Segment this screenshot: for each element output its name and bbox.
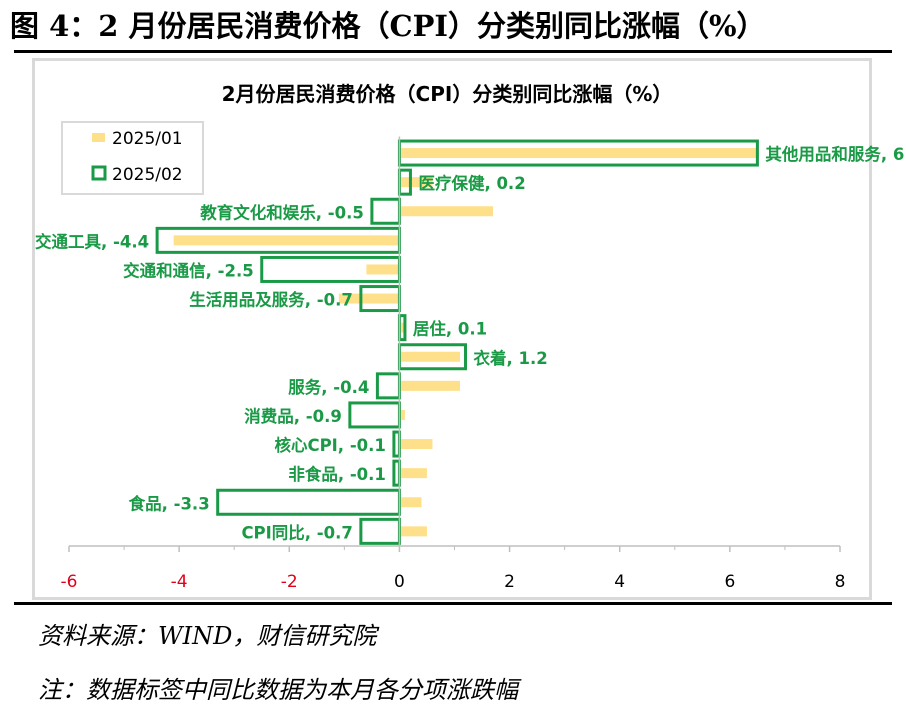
- bar-2025-01-cat-13: [399, 526, 427, 537]
- bar-2025-01-cat-5: [338, 293, 400, 304]
- bar-2025-02-cat-12: [216, 488, 401, 516]
- bar-2025-02-cat-2: [370, 197, 401, 225]
- data-label-cat-1: 医疗保健, 0.2: [418, 173, 525, 193]
- bar-2025-02-cat-11: [392, 459, 401, 487]
- data-label-cat-5: 生活用品及服务, -0.7: [189, 290, 353, 310]
- x-tick-label: -2: [281, 572, 298, 592]
- data-label-cat-2: 教育文化和娱乐, -0.5: [199, 202, 364, 222]
- x-tick-label: 2: [504, 572, 515, 592]
- data-label-cat-10: 核心CPI, -0.1: [274, 435, 385, 455]
- x-tick-label: 0: [394, 572, 405, 592]
- source-note: 资料来源：WIND，财信研究院: [38, 622, 377, 650]
- data-label-cat-7: 衣着, 1.2: [474, 348, 548, 368]
- legend-swatch-2025-02: [91, 165, 107, 181]
- data-label-cat-8: 服务, -0.4: [288, 377, 369, 397]
- bar-2025-02-cat-10: [392, 430, 401, 458]
- x-tick-label: 8: [835, 572, 846, 592]
- x-tick-label: -6: [61, 572, 78, 592]
- x-tick-label: 4: [614, 572, 625, 592]
- x-tick-label: -4: [171, 572, 188, 592]
- series-2025-02: [155, 139, 759, 545]
- bar-2025-01-cat-6: [399, 322, 405, 333]
- bar-2025-01-cat-7: [399, 351, 461, 362]
- bar-2025-01-cat-11: [399, 468, 427, 479]
- chart-frame: [32, 58, 872, 600]
- legend-swatch-2025-01: [92, 133, 105, 142]
- x-axis: -6 -4 -2 0 2 4 6 8: [61, 136, 846, 592]
- data-labels: 其他用品和服务, 6.5 医疗保健, 0.2 教育文化和娱乐, -0.5 交通工具, …: [35, 144, 906, 542]
- data-label-cat-4: 交通和通信, -2.5: [123, 260, 254, 280]
- x-tick-label: 6: [724, 572, 735, 592]
- bar-2025-01-cat-4: [366, 264, 400, 275]
- bar-2025-02-cat-13: [359, 517, 401, 545]
- top-rule: [14, 50, 892, 53]
- bar-2025-02-cat-9: [348, 401, 401, 429]
- bar-2025-01-cat-8: [399, 380, 461, 391]
- figure-title: 图 4：2 月份居民消费价格（CPI）分类别同比涨幅（%）: [10, 9, 766, 43]
- series-2025-01: [173, 148, 758, 537]
- data-label-cat-13: CPI同比, -0.7: [241, 522, 352, 542]
- bar-2025-01-cat-9: [399, 409, 405, 420]
- data-label-cat-0: 其他用品和服务, 6.5: [765, 144, 906, 164]
- legend-label-2025-01: 2025/01: [112, 129, 183, 149]
- bar-2025-01-cat-2: [399, 206, 494, 217]
- legend: 2025/01 2025/02: [61, 121, 204, 195]
- bar-2025-01-cat-10: [399, 439, 433, 450]
- chart-title: 2月份居民消费价格（CPI）分类别同比涨幅（%）: [222, 82, 673, 106]
- data-label-cat-12: 食品, -3.3: [129, 493, 210, 513]
- data-label-cat-9: 消费品, -0.9: [244, 406, 342, 426]
- bar-2025-02-cat-8: [375, 372, 401, 400]
- bar-2025-01-cat-1: [399, 177, 433, 188]
- bar-2025-01-cat-12: [399, 497, 422, 508]
- legend-box: [61, 121, 204, 195]
- bar-2025-01-cat-3: [173, 235, 400, 246]
- bottom-rule: [14, 602, 892, 605]
- data-label-cat-11: 非食品, -0.1: [288, 464, 386, 484]
- bar-2025-01-cat-0: [399, 148, 758, 159]
- data-label-cat-6: 居住, 0.1: [413, 319, 487, 339]
- data-label-cat-3: 交通工具, -4.4: [35, 231, 149, 251]
- legend-label-2025-02: 2025/02: [112, 165, 183, 185]
- footnote: 注：数据标签中同比数据为本月各分项涨跌幅: [38, 676, 518, 704]
